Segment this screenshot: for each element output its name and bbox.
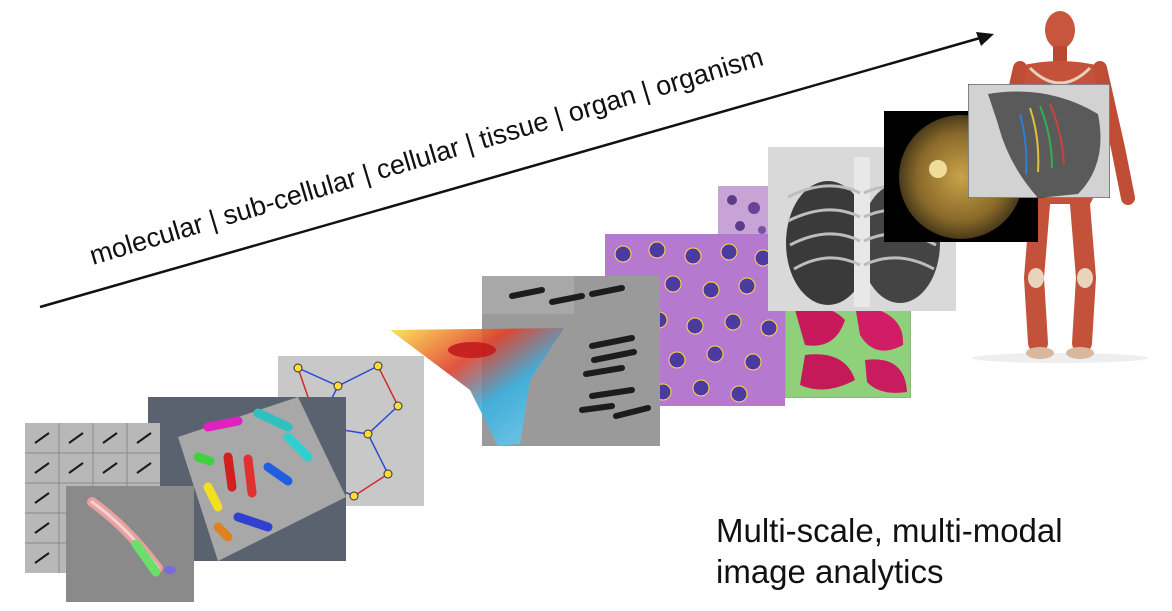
histology-small [718,186,774,242]
caption-line1: Multi-scale, multi-modal [716,512,1063,549]
retina-fundus [884,111,1038,242]
molecular-closeup [66,486,194,602]
caption-line2: image analytics [716,553,944,590]
cell-heatmap [390,328,564,446]
tissue-stain [785,300,911,398]
caption: Multi-scale, multi-modal image analytics [716,510,1063,592]
organ-xray [968,84,1110,198]
